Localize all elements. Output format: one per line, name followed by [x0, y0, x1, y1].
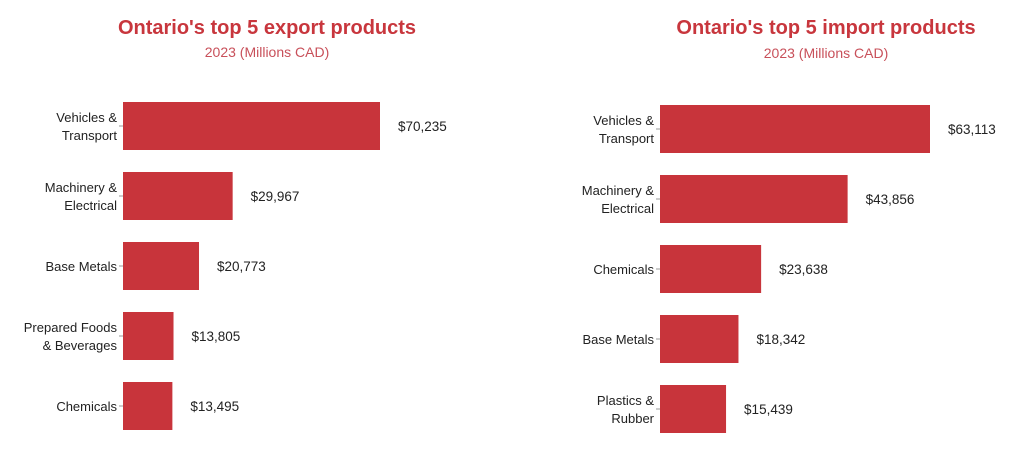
category-label: Plastics & Rubber: [597, 393, 655, 426]
value-label: $23,638: [779, 262, 828, 277]
value-label: $43,856: [866, 192, 915, 207]
value-label: $29,967: [251, 189, 300, 204]
category-label: Base Metals: [45, 259, 117, 274]
value-label: $70,235: [398, 119, 447, 134]
bar: [123, 172, 233, 220]
category-label: Machinery & Electrical: [45, 180, 118, 213]
value-label: $63,113: [948, 122, 996, 137]
bar: [123, 102, 380, 150]
chart-subtitle: 2023 (Millions CAD): [205, 44, 329, 60]
category-label: Machinery & Electrical: [582, 183, 655, 216]
category-label: Prepared Foods & Beverages: [24, 320, 118, 353]
value-label: $13,805: [192, 329, 241, 344]
category-label: Vehicles & Transport: [593, 113, 654, 146]
bar: [660, 245, 762, 293]
bar: [123, 312, 174, 360]
value-label: $18,342: [756, 332, 805, 347]
bar: [660, 175, 848, 223]
bar: [660, 385, 727, 433]
category-label: Chemicals: [593, 262, 654, 277]
bar: [123, 382, 173, 430]
chart-title: Ontario's top 5 export products: [118, 17, 416, 39]
bar: [123, 242, 200, 290]
category-label: Chemicals: [56, 399, 117, 414]
bar: [660, 315, 739, 363]
category-label: Vehicles & Transport: [56, 110, 117, 143]
category-label: Base Metals: [582, 332, 654, 347]
chart-exports: Ontario's top 5 export products 2023 (Mil…: [24, 17, 447, 430]
value-label: $20,773: [217, 259, 266, 274]
bar: [660, 105, 930, 153]
value-label: $15,439: [744, 402, 793, 417]
value-label: $13,495: [190, 399, 239, 414]
chart-title: Ontario's top 5 import products: [676, 17, 975, 39]
chart-subtitle: 2023 (Millions CAD): [764, 45, 888, 61]
chart-imports: Ontario's top 5 import products 2023 (Mil…: [582, 17, 996, 433]
